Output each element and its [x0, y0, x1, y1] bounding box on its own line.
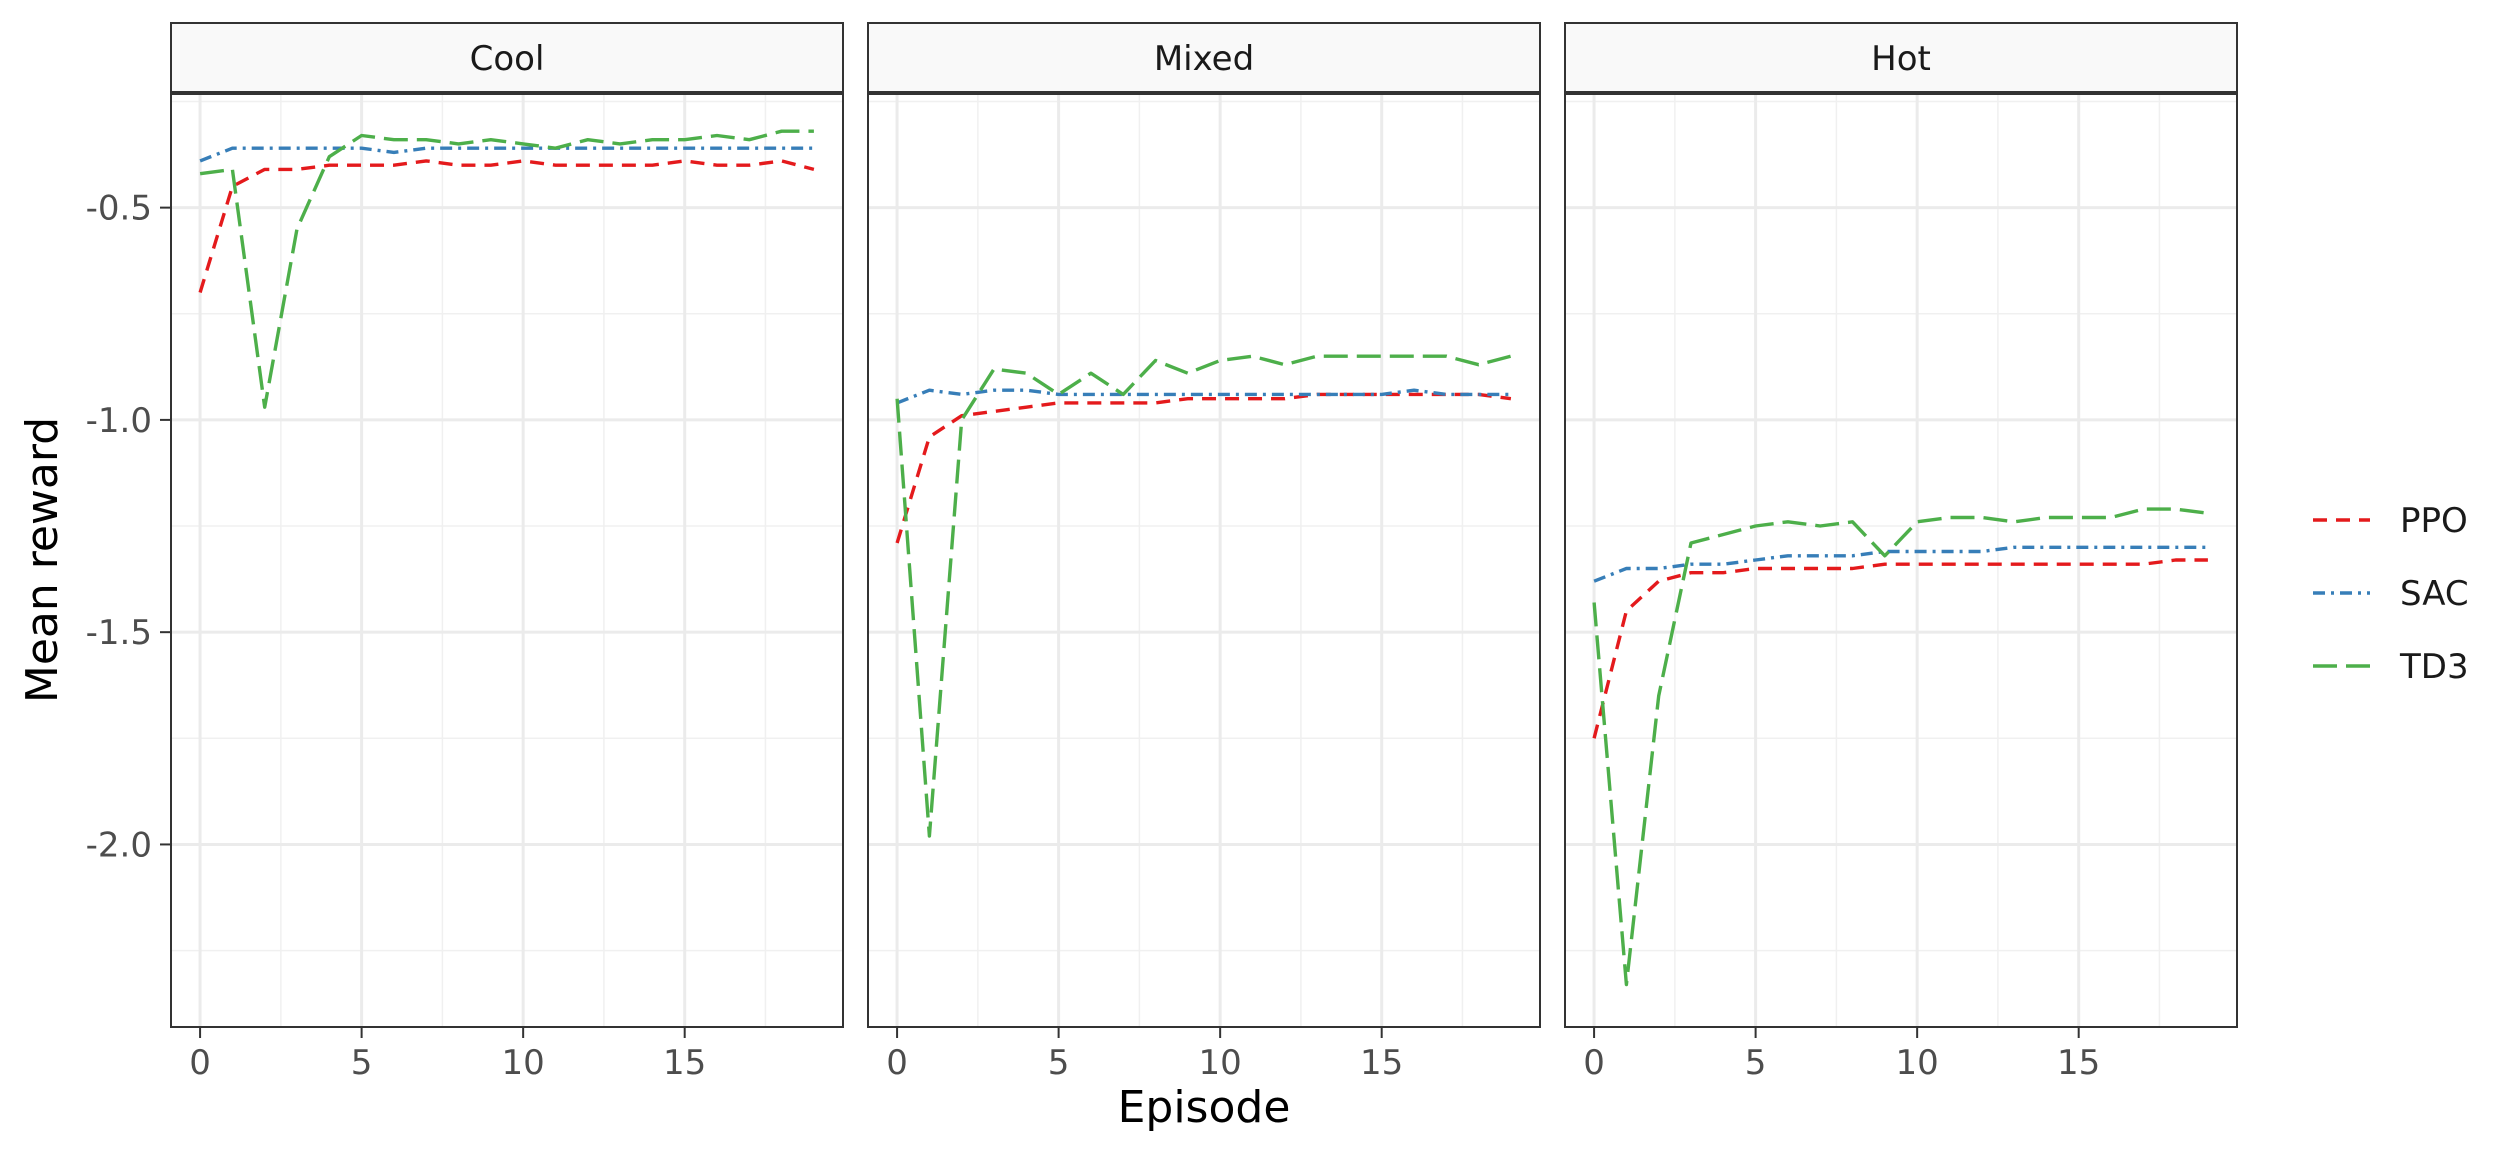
panel-background — [1565, 93, 2237, 1027]
y-tick-label: -2.0 — [86, 825, 152, 865]
x-tick-label: 5 — [1048, 1043, 1070, 1083]
panel-background — [171, 93, 843, 1027]
legend-item-td3: TD3 — [2313, 647, 2469, 687]
x-axis-title: Episode — [1118, 1082, 1291, 1133]
y-axis-title: Mean reward — [17, 417, 68, 703]
legend-label: PPO — [2400, 501, 2468, 541]
series-line-sac — [199, 146, 814, 163]
series-line-ppo — [1592, 558, 2208, 739]
facet-strip — [1564, 22, 2238, 94]
series-line-td3 — [895, 354, 1512, 838]
series-line-sac — [896, 388, 1511, 405]
y-tick-label: -1.5 — [86, 613, 152, 653]
x-tick-label: 10 — [502, 1043, 545, 1083]
x-tick-label: 5 — [1745, 1043, 1767, 1083]
y-axis: -0.5 -1.0 -1.5 -2.0 — [86, 189, 171, 865]
x-tick-label: 5 — [351, 1043, 373, 1083]
facet-strip — [867, 22, 1541, 94]
panels-layer: Cool 0 5 10 15 Mixed 0 5 10 15 Hot 0 5 10 15 — [170, 22, 2238, 1083]
y-tick-label: -0.5 — [86, 189, 152, 229]
x-tick-label: 0 — [886, 1043, 908, 1083]
series-line-ppo — [198, 159, 815, 293]
facet-strip — [170, 22, 844, 94]
legend-item-sac: SAC — [2313, 574, 2469, 614]
x-tick-label: 0 — [1583, 1043, 1605, 1083]
facet-label: Cool — [470, 39, 545, 79]
x-tick-label: 10 — [1896, 1043, 1939, 1083]
legend: PPO SAC TD3 — [2313, 501, 2469, 687]
x-tick-label: 15 — [2057, 1043, 2100, 1083]
panel-hot: Hot 0 5 10 15 — [1564, 22, 2238, 1083]
x-tick-label: 10 — [1199, 1043, 1242, 1083]
panel-cool: Cool 0 5 10 15 — [170, 22, 844, 1083]
series-line-sac — [1593, 545, 2208, 583]
legend-item-ppo: PPO — [2313, 501, 2468, 541]
y-tick-label: -1.0 — [86, 401, 152, 441]
x-tick-label: 0 — [189, 1043, 211, 1083]
x-tick-label: 15 — [663, 1043, 706, 1083]
series-line-td3 — [1592, 507, 2209, 987]
series-line-ppo — [895, 392, 1512, 544]
facet-label: Mixed — [1154, 39, 1254, 79]
panel-mixed: Mixed 0 5 10 15 — [867, 22, 1541, 1083]
series-line-td3 — [199, 129, 814, 409]
panel-background — [868, 93, 1540, 1027]
legend-label: SAC — [2400, 574, 2469, 614]
legend-label: TD3 — [2399, 647, 2469, 687]
x-tick-label: 15 — [1360, 1043, 1403, 1083]
facet-label: Hot — [1871, 39, 1931, 79]
